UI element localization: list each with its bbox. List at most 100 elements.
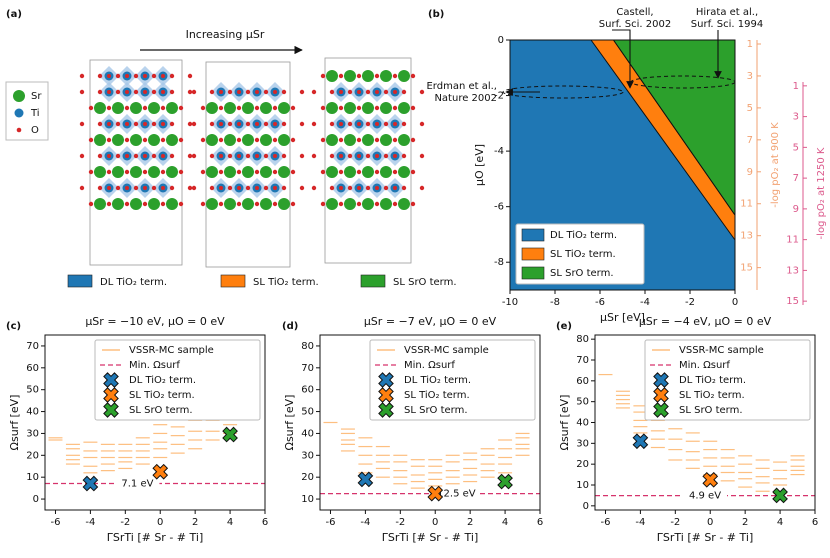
legend-icon xyxy=(103,372,119,388)
o-atom xyxy=(419,153,425,159)
sr-atom xyxy=(380,134,392,146)
sr-atom xyxy=(224,102,236,114)
o-atom xyxy=(299,121,305,127)
o-atom xyxy=(281,89,287,95)
sr-atom xyxy=(130,134,142,146)
y-tick-label: -4 xyxy=(494,146,504,157)
o-atom xyxy=(169,73,175,79)
o-atom xyxy=(125,186,129,190)
o-atom xyxy=(219,122,223,126)
legend-box xyxy=(94,339,261,421)
y-tick-label: 10 xyxy=(576,480,589,491)
sr-atom xyxy=(148,102,160,114)
o-atom xyxy=(161,90,165,94)
label-bg xyxy=(434,487,479,500)
x-tick-label: -6 xyxy=(50,517,60,528)
sr-atom xyxy=(206,134,218,146)
y-tick-label: 60 xyxy=(576,376,589,387)
o-atom xyxy=(245,153,251,159)
o-atom xyxy=(357,90,361,94)
o-atom xyxy=(236,201,242,207)
legend-label: SL TiO₂ term. xyxy=(679,390,745,401)
o-atom xyxy=(88,169,94,175)
legend-box xyxy=(515,223,645,285)
o-atom xyxy=(374,169,380,175)
sr-atom xyxy=(166,102,178,114)
o-atom xyxy=(160,105,166,111)
o-atom xyxy=(161,74,165,78)
y-tick-label: 0 xyxy=(498,35,504,46)
annotation: Castell, xyxy=(616,7,653,18)
sr-atom xyxy=(242,198,254,210)
o-atom xyxy=(106,169,112,175)
o-atom xyxy=(338,105,344,111)
legend-label: DL TiO₂ term. xyxy=(679,375,746,386)
o-atom xyxy=(410,169,416,175)
y-tick-label: 20 xyxy=(576,459,589,470)
termination-marker xyxy=(357,471,374,488)
o-atom xyxy=(356,137,362,143)
o-atom xyxy=(374,73,380,79)
sr-atom xyxy=(278,102,290,114)
o-atom xyxy=(227,185,233,191)
o-atom xyxy=(124,201,130,207)
legend-box xyxy=(644,339,811,421)
x-tick-label: -2 xyxy=(670,517,680,528)
o-atom xyxy=(383,121,389,127)
o-atom xyxy=(236,137,242,143)
y-tick-label: 7 xyxy=(793,173,799,184)
o-atom xyxy=(169,121,175,127)
y-tick-label: 80 xyxy=(301,341,314,352)
sr-atom xyxy=(94,134,106,146)
o-atom xyxy=(410,73,416,79)
o-atom xyxy=(115,89,121,95)
o-atom xyxy=(374,201,380,207)
y-tick-label: 5 xyxy=(747,103,753,114)
x-tick-label: -8 xyxy=(550,297,560,308)
o-atom xyxy=(191,121,197,127)
o-atom xyxy=(106,105,112,111)
y-tick-label: 13 xyxy=(740,231,753,242)
y-tick-label: 9 xyxy=(747,167,753,178)
sr-atom xyxy=(112,134,124,146)
y-tick-label: 11 xyxy=(740,199,753,210)
cell-box xyxy=(324,57,412,264)
o-atom xyxy=(142,105,148,111)
sr-atom xyxy=(224,166,236,178)
annotation: Hirata et al., xyxy=(696,7,758,18)
o-atom xyxy=(356,105,362,111)
sr-atom xyxy=(242,166,254,178)
o-atom xyxy=(187,73,193,79)
o-atom xyxy=(272,105,278,111)
x-tick-label: -4 xyxy=(640,297,650,308)
o-atom xyxy=(191,153,197,159)
sr-atom xyxy=(380,102,392,114)
sr-atom xyxy=(260,102,272,114)
legend-swatch xyxy=(521,247,545,261)
sr-atom xyxy=(344,198,356,210)
o-atom xyxy=(254,105,260,111)
x-tick-label: 4 xyxy=(227,517,233,528)
o-atom xyxy=(151,121,157,127)
o-atom xyxy=(272,137,278,143)
o-atom xyxy=(124,105,130,111)
o-atom xyxy=(338,169,344,175)
o-atom xyxy=(237,122,241,126)
y-tick-label: 11 xyxy=(786,235,799,246)
o-atom xyxy=(133,73,139,79)
termination-marker xyxy=(152,463,169,480)
o-atom xyxy=(320,73,326,79)
o-atom xyxy=(273,122,277,126)
panel-label: (e) xyxy=(556,321,572,332)
o-atom xyxy=(311,89,317,95)
plot-frame xyxy=(509,39,736,291)
o-atom xyxy=(219,154,223,158)
o-atom xyxy=(393,186,397,190)
o-atom xyxy=(375,154,379,158)
annotation-arrow xyxy=(612,29,634,89)
plot-frame xyxy=(594,334,816,511)
o-atom xyxy=(187,89,193,95)
y-tick-label: 20 xyxy=(301,472,314,483)
legend-label: SL SrO term. xyxy=(679,405,743,416)
legend-label: SL SrO term. xyxy=(404,405,468,416)
